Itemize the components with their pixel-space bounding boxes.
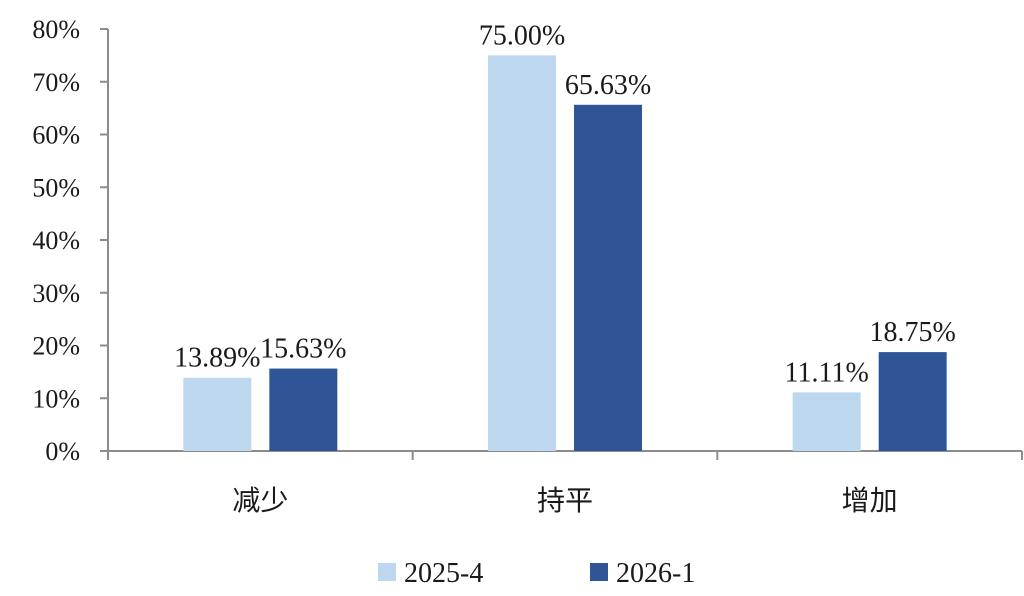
data-label-2025-4: 11.11%: [785, 357, 869, 388]
y-tick-label: 0%: [45, 437, 80, 466]
bar-2026-1: [878, 352, 947, 451]
data-label-2026-1: 65.63%: [565, 70, 651, 101]
data-label-2025-4: 13.89%: [174, 343, 260, 374]
legend: 2025-4 2026-1: [378, 558, 695, 589]
y-tick-label: 20%: [32, 332, 80, 361]
bar-2026-1: [574, 104, 642, 451]
x-category-label: 减少: [232, 484, 288, 517]
bar-2025-4: [183, 377, 252, 451]
y-tick-label: 70%: [32, 68, 80, 97]
legend-label-2025-4: 2025-4: [404, 558, 483, 589]
y-tick-label: 50%: [32, 173, 80, 202]
legend-swatch-2026-1: [590, 563, 608, 581]
legend-swatch-2025-4: [378, 563, 396, 581]
bars-group: [183, 55, 947, 451]
y-tick-label: 80%: [32, 15, 80, 44]
y-tick-label: 60%: [32, 121, 80, 150]
data-label-2025-4: 75.00%: [479, 20, 565, 51]
bar-2025-4: [792, 392, 861, 451]
data-label-2026-1: 18.75%: [870, 317, 956, 348]
x-category-label: 持平: [537, 484, 593, 517]
legend-label-2026-1: 2026-1: [616, 558, 695, 589]
bar-2025-4: [488, 55, 556, 451]
y-tick-label: 30%: [32, 279, 80, 308]
y-tick-label: 40%: [32, 226, 80, 255]
x-category-label: 增加: [842, 484, 898, 517]
y-tick-label: 10%: [32, 384, 80, 413]
data-labels-group: 13.89% 15.63% 75.00%65.63% 11.11%18.75%: [174, 20, 956, 388]
data-label-2026-1: 15.63%: [260, 334, 346, 365]
bar-2026-1: [269, 368, 338, 451]
axes-group: 0% 10% 20% 30% 40% 50% 60% 70% 80% 减少 持平 增加: [32, 15, 1023, 517]
